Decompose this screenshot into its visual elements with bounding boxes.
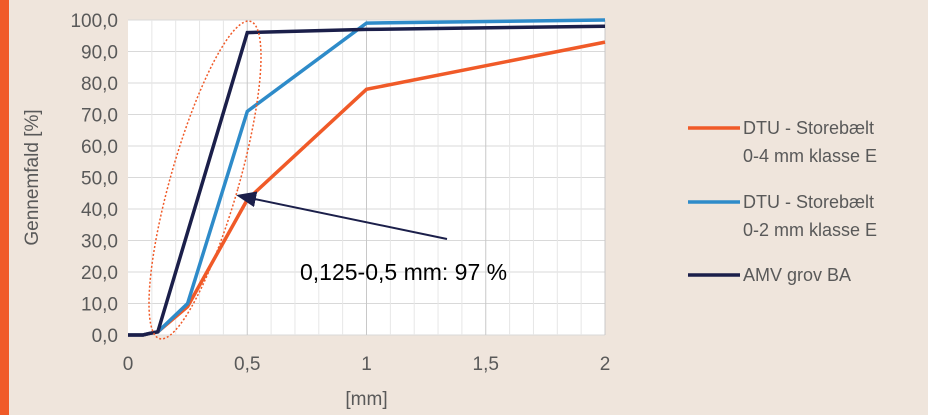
legend-label-1: 0-4 mm klasse E [743,146,877,166]
y-axis-title: Gennemfald [%] [22,109,43,245]
gridlines [128,19,606,336]
annotation: 0,125-0,5 mm: 97 % [148,20,507,340]
legend-label-2: DTU - Storebælt [743,192,874,212]
legend: DTU - Storebælt 0-4 mm klasse E DTU - Stor… [688,118,877,285]
y-tick-label: 20,0 [81,263,118,284]
y-tick-label: 70,0 [81,106,118,127]
y-tick-label: 0,0 [92,326,118,347]
legend-label-3: AMV grov BA [743,265,851,285]
x-tick-label: 2 [600,354,611,375]
x-tick-label: 1,5 [473,354,499,375]
series-line-3 [128,24,606,337]
highlight-ellipse [148,20,262,340]
legend-label-1: DTU - Storebælt [743,118,874,138]
y-tick-label: 10,0 [81,295,118,316]
y-tick-label: 50,0 [81,169,118,190]
x-axis-title: [mm] [345,389,387,410]
y-tick-label: 40,0 [81,200,118,221]
x-tick-label: 0,5 [234,354,260,375]
series-lines [128,18,606,337]
legend-label-2: 0-2 mm klasse E [743,220,877,240]
axes: 0,0 10,0 20,0 30,0 40,0 50,0 60,0 70,0 80,0 90,0 1… [22,11,610,410]
y-tick-label: 80,0 [81,74,118,95]
y-tick-label: 60,0 [81,137,118,158]
left-accent-bar [0,0,9,415]
annotation-arrow [236,191,448,240]
y-tick-label: 90,0 [81,43,118,64]
x-tick-label: 1 [361,354,372,375]
y-tick-label: 30,0 [81,232,118,253]
annotation-label: 0,125-0,5 mm: 97 % [300,259,507,285]
y-tick-label: 100,0 [70,11,118,32]
x-tick-label: 0 [123,354,134,375]
